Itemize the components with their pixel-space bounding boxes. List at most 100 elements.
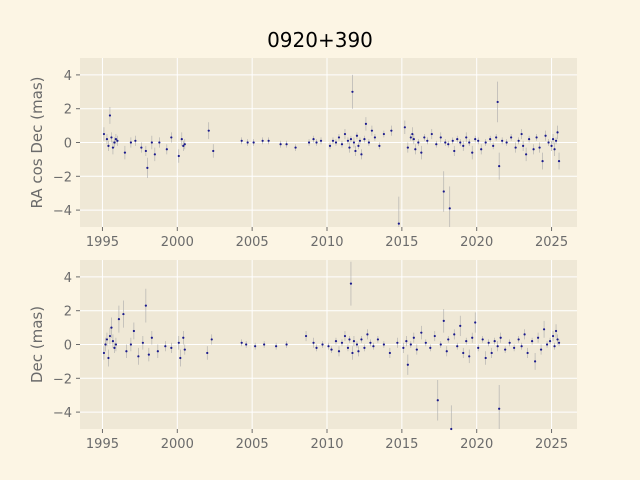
- data-point: [304, 334, 308, 338]
- data-point: [468, 141, 471, 144]
- data-point: [415, 348, 418, 351]
- data-point: [373, 136, 377, 139]
- data-point: [451, 139, 454, 142]
- x-tick-label: 2010: [310, 437, 343, 452]
- data-point: [429, 346, 432, 349]
- data-point: [327, 345, 330, 348]
- data-point: [337, 350, 341, 353]
- data-point: [481, 338, 484, 341]
- data-point: [462, 351, 465, 355]
- data-point: [420, 331, 423, 334]
- data-point: [525, 153, 528, 156]
- y-tick-label: 4: [64, 271, 72, 286]
- data-point: [533, 360, 537, 363]
- data-point: [141, 341, 144, 344]
- data-point: [108, 334, 112, 338]
- data-point: [471, 336, 474, 339]
- data-point: [556, 131, 559, 134]
- data-point: [102, 351, 106, 355]
- data-point: [140, 146, 143, 149]
- points-dec: [102, 282, 561, 431]
- data-point: [207, 129, 210, 132]
- data-point: [343, 334, 347, 338]
- data-point: [150, 336, 153, 339]
- data-point: [355, 134, 359, 137]
- data-point: [542, 328, 546, 331]
- data-point: [409, 343, 412, 346]
- data-point: [315, 346, 318, 349]
- y-tick-label: 4: [64, 69, 72, 84]
- data-point: [390, 129, 393, 132]
- data-point: [267, 139, 270, 142]
- data-point: [453, 333, 456, 336]
- x-tick-label: 1995: [86, 437, 119, 452]
- data-point: [424, 341, 427, 344]
- data-point: [514, 146, 517, 149]
- x-tick-label: 2020: [460, 235, 493, 250]
- data-point: [254, 345, 257, 348]
- data-point: [116, 139, 119, 142]
- y-tick-label: −4: [53, 406, 72, 421]
- data-point: [348, 146, 351, 149]
- data-point: [495, 136, 498, 139]
- data-point: [330, 348, 333, 351]
- data-point: [348, 338, 351, 341]
- data-point: [113, 346, 116, 349]
- data-point: [177, 154, 180, 158]
- data-point: [397, 222, 400, 225]
- data-point: [360, 153, 363, 156]
- data-point: [334, 141, 338, 144]
- data-point: [409, 136, 412, 139]
- data-point: [285, 343, 288, 346]
- data-point: [355, 343, 359, 346]
- data-point: [430, 132, 433, 136]
- data-point: [403, 126, 406, 129]
- data-point: [114, 138, 118, 141]
- data-point: [378, 144, 381, 147]
- data-point: [129, 141, 132, 144]
- data-point: [536, 336, 540, 339]
- data-point: [312, 138, 315, 141]
- data-point: [556, 338, 559, 341]
- data-point: [445, 350, 448, 353]
- data-point: [369, 341, 372, 344]
- data-point: [123, 151, 127, 154]
- data-point: [484, 141, 487, 144]
- data-point: [414, 148, 417, 151]
- data-point: [535, 136, 538, 139]
- data-point: [456, 138, 459, 141]
- data-point: [526, 351, 529, 355]
- data-point: [447, 143, 450, 146]
- data-point: [498, 407, 501, 410]
- data-point: [240, 139, 243, 142]
- data-point: [547, 141, 550, 144]
- data-point: [183, 143, 186, 146]
- data-point: [294, 146, 297, 149]
- data-point: [364, 122, 368, 126]
- y-tick-label: −2: [53, 372, 72, 387]
- panel-ra: 1995 2000 2005 2010 2015 2020 2025 −4 −2 0 2 4 RA c…: [28, 58, 577, 250]
- data-point: [382, 343, 385, 346]
- ticks-dec: 1995 2000 2005 2010 2015 2020 2025 −4 −2 0 2 4: [53, 271, 568, 452]
- panel-dec: 1995 2000 2005 2010 2015 2020 2025 −4 −2 0 2 4 Dec …: [28, 260, 577, 452]
- data-point: [110, 136, 113, 139]
- data-point: [113, 141, 116, 144]
- data-point: [357, 144, 360, 147]
- data-point: [501, 139, 504, 142]
- data-point: [544, 134, 547, 137]
- x-tick-label: 2025: [535, 437, 568, 452]
- data-point: [125, 350, 128, 353]
- data-point: [523, 333, 526, 336]
- data-point: [261, 139, 264, 142]
- data-point: [487, 341, 490, 344]
- data-point: [319, 139, 323, 142]
- x-tick-label: 2000: [161, 235, 194, 250]
- data-point: [107, 144, 110, 147]
- data-point: [423, 136, 426, 139]
- data-point: [340, 143, 344, 146]
- data-point: [388, 351, 391, 355]
- data-point: [315, 141, 318, 144]
- data-point: [363, 138, 366, 141]
- data-point: [557, 341, 561, 344]
